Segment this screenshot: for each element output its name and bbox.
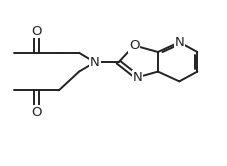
Text: N: N — [132, 71, 142, 84]
Text: O: O — [31, 25, 41, 38]
Text: O: O — [31, 106, 41, 119]
Text: N: N — [174, 36, 183, 49]
Text: N: N — [90, 56, 99, 69]
Text: O: O — [128, 39, 139, 52]
